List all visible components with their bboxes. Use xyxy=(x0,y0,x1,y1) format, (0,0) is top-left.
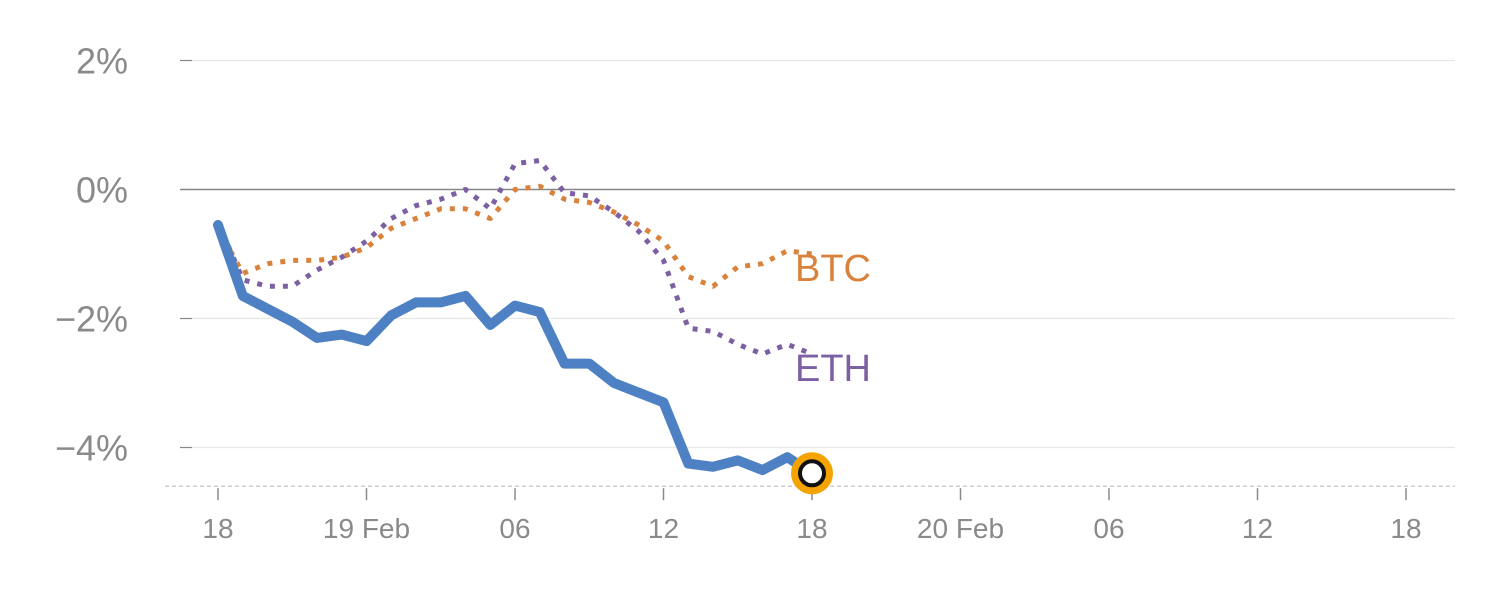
x-tick-label: 06 xyxy=(1093,513,1124,544)
x-tick-label: 12 xyxy=(648,513,679,544)
series-lines xyxy=(213,158,817,479)
y-tick-label: 0% xyxy=(76,170,128,211)
x-tick-label: 18 xyxy=(796,513,827,544)
x-tick-label: 18 xyxy=(1390,513,1421,544)
x-tick-label: 12 xyxy=(1242,513,1273,544)
x-tick-label: 06 xyxy=(499,513,530,544)
series-line-main xyxy=(213,220,817,479)
x-axis: 18 19 Feb 06 12 18 20 Feb 06 12 18 xyxy=(165,485,1455,544)
series-label-btc: BTC xyxy=(795,248,871,290)
y-tick-label: −2% xyxy=(55,299,128,340)
series-label-eth: ETH xyxy=(795,348,871,390)
y-tick-label: 2% xyxy=(76,41,128,82)
x-tick-label: 18 xyxy=(202,513,233,544)
x-tick-label: 20 Feb xyxy=(917,513,1004,544)
x-tick-label: 19 Feb xyxy=(323,513,410,544)
end-marker-group xyxy=(791,452,833,495)
series-line-btc xyxy=(215,183,813,289)
end-marker-dot xyxy=(798,459,826,488)
series-labels: BTC ETH xyxy=(795,248,871,390)
y-tick-label: −4% xyxy=(55,428,128,469)
y-axis: 2% 0% −2% −4% xyxy=(55,41,192,469)
